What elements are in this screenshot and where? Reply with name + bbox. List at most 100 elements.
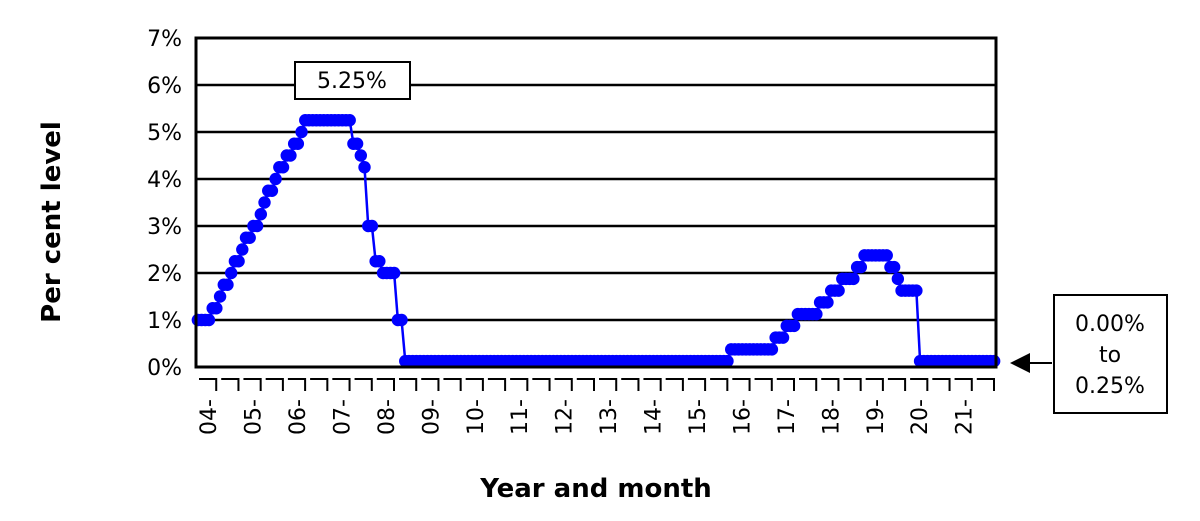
data-point (987, 354, 1001, 368)
data-point (258, 196, 271, 209)
x-tick-mark (376, 378, 395, 391)
x-tick-label-group: 18- (819, 399, 844, 435)
y-axis-ticks: 0% 1% 2% 3% 4% 5% 6% 7% (147, 27, 182, 381)
x-tick-mark (843, 378, 862, 391)
x-tick-mark (221, 378, 240, 391)
data-point (395, 313, 408, 327)
data-point (387, 266, 401, 280)
x-tick-label-group: 13- (597, 399, 622, 435)
x-tick-label: 08- (375, 399, 400, 435)
data-point (350, 137, 364, 150)
data-point (210, 302, 223, 315)
x-tick-label: 12- (553, 399, 578, 435)
x-tick-label-group: 05- (242, 399, 267, 435)
y-tick-label: 1% (147, 309, 182, 334)
x-tick-mark (243, 378, 262, 391)
series-line (197, 119, 995, 363)
x-tick-label: 11- (508, 399, 533, 435)
data-point (213, 290, 227, 303)
x-tick-mark (776, 378, 795, 391)
series-rate (191, 114, 1001, 368)
data-point (269, 172, 282, 186)
annotation-current-line-1: 0.00% (1075, 312, 1145, 337)
x-tick-mark (621, 378, 640, 391)
annotation-current-line-2: to (1099, 343, 1121, 368)
data-point (910, 284, 923, 297)
data-point (284, 149, 297, 162)
x-tick-mark (265, 378, 284, 391)
x-tick-mark (954, 378, 973, 391)
x-tick-label: 06- (286, 399, 311, 435)
x-tick-label-group: 12- (553, 399, 578, 435)
x-tick-label: 21- (953, 399, 978, 435)
x-tick-mark (732, 378, 751, 391)
annotation-current-line-3: 0.25% (1075, 374, 1145, 399)
x-tick-mark (310, 378, 329, 391)
x-tick-label: 14- (642, 399, 667, 435)
data-point (821, 296, 834, 309)
x-tick-label-group: 14- (642, 399, 667, 435)
y-axis-title: Per cent level (37, 121, 67, 323)
x-tick-mark (754, 378, 773, 391)
x-tick-mark (799, 378, 818, 391)
x-tick-label: 20- (908, 399, 933, 435)
x-tick-label-group: 10- (464, 399, 489, 435)
data-point (365, 219, 379, 233)
x-tick-label-group: 15- (686, 399, 711, 435)
x-tick-mark (576, 378, 595, 391)
x-tick-label: 10- (464, 399, 489, 435)
data-point (887, 260, 901, 274)
y-tick-label: 5% (147, 121, 182, 146)
x-tick-mark (932, 378, 951, 391)
x-tick-mark (599, 378, 618, 391)
data-point (250, 219, 264, 233)
annotation-current-box (1053, 294, 1168, 414)
y-tick-label: 6% (147, 74, 182, 99)
data-point (776, 331, 790, 344)
x-tick-label: 17- (775, 399, 800, 435)
x-tick-mark (287, 378, 307, 391)
plot-area-frame (194, 36, 998, 369)
data-point (295, 125, 308, 139)
x-tick-label-group: 09- (419, 399, 444, 435)
x-tick-mark (443, 378, 462, 391)
x-tick-mark (910, 378, 929, 391)
x-tick-label-group: 11- (508, 399, 533, 435)
annotation-current: 0.00% to 0.25% (1010, 294, 1168, 414)
data-point (236, 243, 249, 256)
annotation-peak-text: 5.25% (317, 69, 387, 94)
x-tick-mark (332, 378, 351, 391)
x-tick-label: 13- (597, 399, 622, 435)
data-point (232, 255, 245, 268)
x-tick-label: 07- (330, 399, 355, 435)
y-tick-label: 4% (147, 168, 182, 193)
data-point (832, 284, 845, 297)
x-tick-mark (976, 378, 995, 391)
x-tick-label: 15- (686, 399, 711, 435)
x-tick-mark (532, 378, 551, 391)
data-point (765, 343, 779, 356)
data-point (721, 354, 734, 368)
x-tick-label: 16- (730, 399, 755, 435)
data-point (354, 149, 368, 162)
x-tick-mark (887, 378, 907, 391)
data-point (787, 319, 801, 333)
data-point (254, 208, 268, 221)
data-point (810, 307, 823, 321)
y-tick-label: 2% (147, 262, 182, 287)
x-tick-mark (465, 378, 484, 391)
data-point (847, 272, 860, 286)
x-tick-mark (487, 378, 507, 391)
x-tick-label: 05- (242, 399, 267, 435)
x-tick-mark (554, 378, 573, 391)
x-tick-mark (865, 378, 884, 391)
x-tick-mark (710, 378, 729, 391)
x-tick-label: 09- (419, 399, 444, 435)
data-point (224, 266, 238, 280)
x-tick-label: 19- (864, 399, 889, 435)
annotation-peak: 5.25% (294, 61, 411, 100)
y-tick-label: 3% (147, 215, 182, 240)
x-tick-mark (821, 378, 840, 391)
data-point (291, 137, 305, 150)
